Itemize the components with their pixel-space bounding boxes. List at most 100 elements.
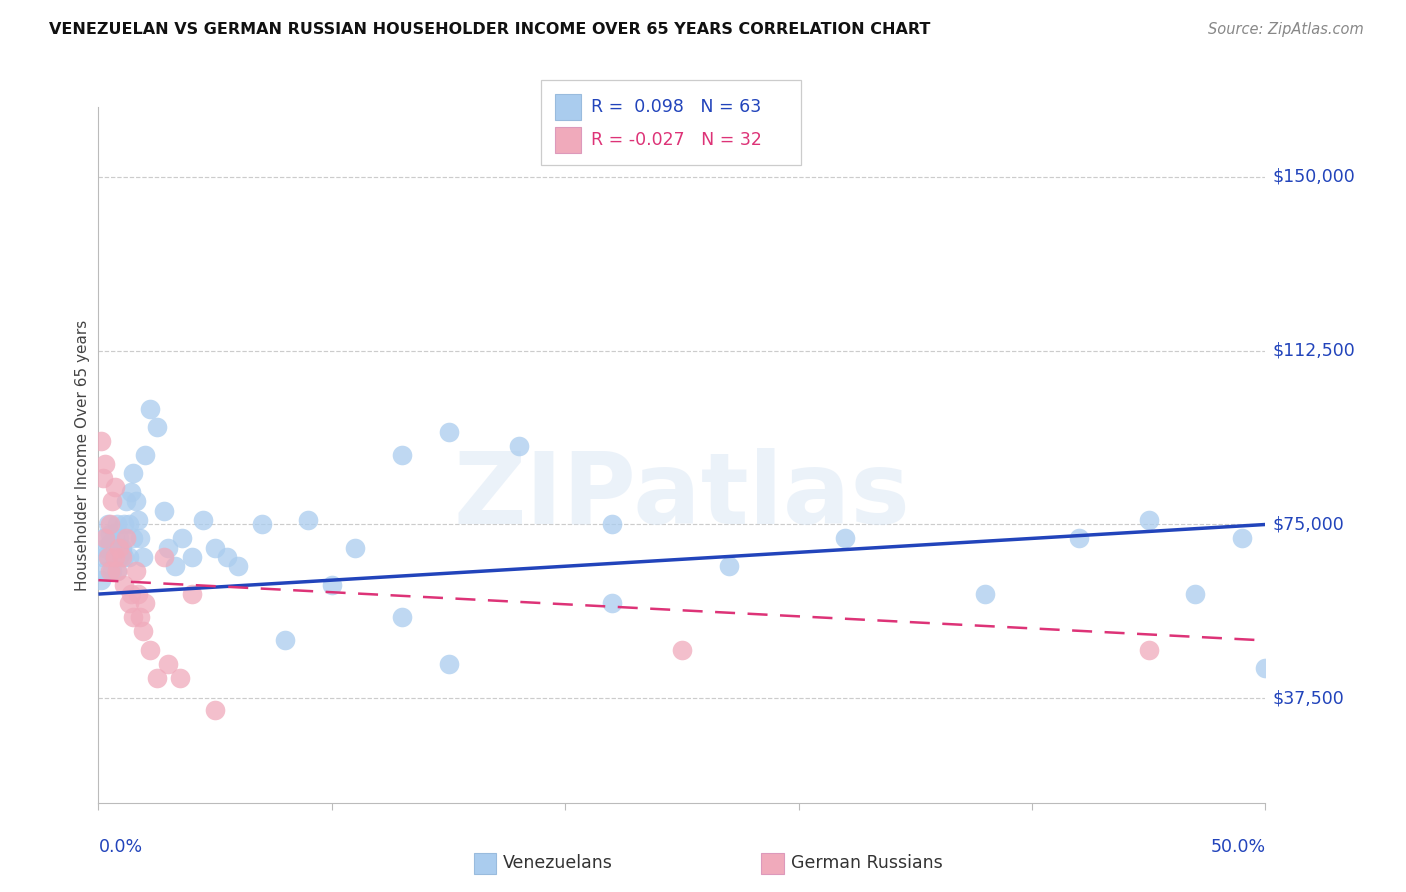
Point xyxy=(129,532,152,546)
Point xyxy=(297,513,319,527)
Point xyxy=(146,671,169,685)
Point xyxy=(118,517,141,532)
Text: Source: ZipAtlas.com: Source: ZipAtlas.com xyxy=(1208,22,1364,37)
Point xyxy=(127,587,149,601)
Y-axis label: Householder Income Over 65 years: Householder Income Over 65 years xyxy=(75,319,90,591)
Point xyxy=(437,425,460,439)
Point xyxy=(228,559,250,574)
Point xyxy=(104,532,127,546)
Point xyxy=(120,587,142,601)
Point xyxy=(834,532,856,546)
Point xyxy=(1137,642,1160,657)
Point xyxy=(600,596,623,610)
Point xyxy=(105,517,128,532)
Point xyxy=(98,536,121,550)
Point xyxy=(120,485,142,500)
Point xyxy=(344,541,367,555)
Point xyxy=(974,587,997,601)
Point xyxy=(115,532,138,546)
Point xyxy=(129,610,152,624)
Point xyxy=(101,564,124,578)
Text: VENEZUELAN VS GERMAN RUSSIAN HOUSEHOLDER INCOME OVER 65 YEARS CORRELATION CHART: VENEZUELAN VS GERMAN RUSSIAN HOUSEHOLDER… xyxy=(49,22,931,37)
Point xyxy=(1067,532,1090,546)
Point xyxy=(600,517,623,532)
Point xyxy=(91,549,114,564)
Point xyxy=(104,549,127,564)
Point xyxy=(112,517,135,532)
Text: Venezuelans: Venezuelans xyxy=(503,855,613,872)
Point xyxy=(122,467,145,481)
Point xyxy=(157,541,180,555)
Point xyxy=(101,545,124,559)
Point xyxy=(152,503,174,517)
Text: R = -0.027   N = 32: R = -0.027 N = 32 xyxy=(591,131,762,149)
Point xyxy=(125,494,148,508)
Point xyxy=(101,494,124,508)
Point xyxy=(204,703,226,717)
Point xyxy=(108,532,131,546)
Point xyxy=(1184,587,1206,601)
Point xyxy=(94,541,117,555)
Point xyxy=(193,513,215,527)
Point xyxy=(108,541,131,555)
Point xyxy=(391,610,413,624)
Point xyxy=(104,549,127,564)
Text: $37,500: $37,500 xyxy=(1272,690,1344,707)
Point xyxy=(90,573,112,587)
Point xyxy=(98,517,121,532)
Point xyxy=(204,541,226,555)
Point xyxy=(1137,513,1160,527)
Point xyxy=(125,564,148,578)
Point xyxy=(105,564,128,578)
Point xyxy=(97,549,120,564)
Point xyxy=(104,480,127,494)
Point xyxy=(180,549,202,564)
Point xyxy=(139,642,162,657)
Text: $75,000: $75,000 xyxy=(1272,516,1344,533)
Point xyxy=(132,549,155,564)
Point xyxy=(118,596,141,610)
Point xyxy=(94,564,117,578)
Point xyxy=(391,448,413,462)
Point xyxy=(111,541,134,555)
Point xyxy=(132,624,155,639)
Point xyxy=(321,578,343,592)
Text: German Russians: German Russians xyxy=(790,855,942,872)
Point xyxy=(122,610,145,624)
Point xyxy=(437,657,460,671)
Point xyxy=(90,434,112,448)
Point xyxy=(146,420,169,434)
Point xyxy=(91,532,114,546)
Text: 50.0%: 50.0% xyxy=(1211,838,1265,856)
Point xyxy=(94,457,117,471)
Point xyxy=(111,549,134,564)
Point xyxy=(169,671,191,685)
Point xyxy=(134,448,156,462)
Point xyxy=(97,549,120,564)
Point xyxy=(112,549,135,564)
Point xyxy=(108,549,131,564)
Point xyxy=(98,526,121,541)
Text: ZIPatlas: ZIPatlas xyxy=(454,448,910,545)
Point xyxy=(717,559,740,574)
Point xyxy=(134,596,156,610)
Point xyxy=(671,642,693,657)
Point xyxy=(172,532,194,546)
Point xyxy=(508,439,530,453)
Point xyxy=(1254,661,1277,675)
Point xyxy=(127,513,149,527)
Point xyxy=(139,401,162,416)
Text: $150,000: $150,000 xyxy=(1272,168,1355,186)
Point xyxy=(105,564,128,578)
Point xyxy=(165,559,187,574)
Point xyxy=(97,517,120,532)
Text: $112,500: $112,500 xyxy=(1272,342,1355,359)
Point xyxy=(180,587,202,601)
Point xyxy=(1230,532,1253,546)
Point xyxy=(91,471,114,485)
Point xyxy=(215,549,238,564)
Point xyxy=(115,494,138,508)
Point xyxy=(94,532,117,546)
Point xyxy=(111,545,134,559)
Text: 0.0%: 0.0% xyxy=(98,838,142,856)
